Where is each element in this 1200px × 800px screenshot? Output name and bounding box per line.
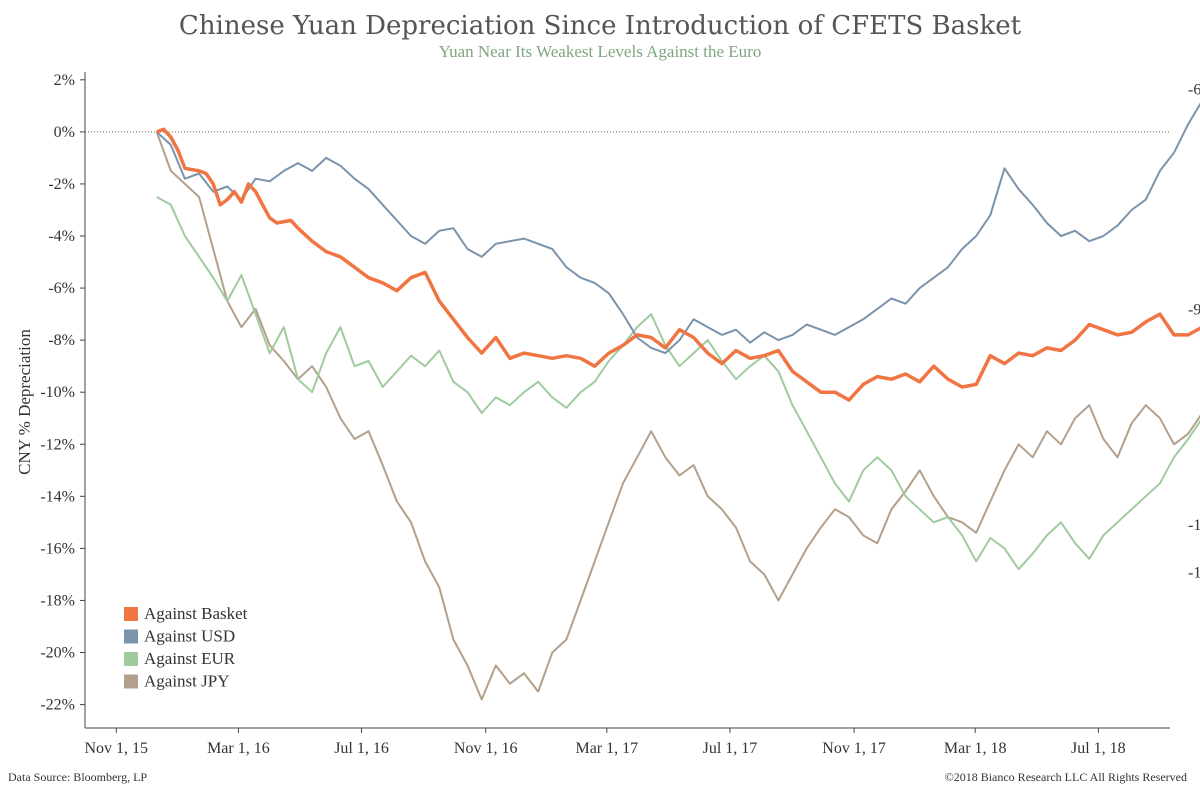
series-line-against-basket — [156, 127, 1200, 402]
x-tick-label: Nov 1, 17 — [822, 740, 886, 757]
legend-swatch — [124, 629, 138, 644]
series-line-against-eur — [156, 196, 1200, 571]
y-tick-label: -2% — [48, 176, 75, 193]
y-tick-label: -18% — [40, 592, 75, 609]
x-tick-label: Jul 1, 18 — [1071, 740, 1126, 757]
y-tick-label: -10% — [40, 384, 75, 401]
y-tick-label: -22% — [40, 697, 75, 714]
data-source-note: Data Source: Bloomberg, LP — [8, 770, 147, 784]
y-tick-label: -14% — [40, 488, 75, 505]
series-line-against-usd — [156, 102, 1200, 355]
legend-label: Against JPY — [144, 672, 229, 691]
x-tick-label: Jul 1, 17 — [703, 740, 758, 757]
series-line-against-jpy — [155, 131, 1200, 701]
x-tick-label: Nov 1, 15 — [85, 740, 149, 757]
y-tick-label: 2% — [54, 72, 75, 89]
end-label-against-jpy: -15.6% — [1188, 517, 1200, 534]
x-tick-label: Mar 1, 17 — [575, 740, 638, 757]
end-label-against-eur: -17.1% — [1188, 564, 1200, 581]
x-tick-label: Jul 1, 16 — [334, 740, 389, 757]
y-tick-label: -6% — [48, 280, 75, 297]
legend-swatch — [124, 607, 138, 621]
chart-title: Chinese Yuan Depreciation Since Introduc… — [179, 11, 1022, 41]
copyright-note: ©2018 Bianco Research LLC All Rights Res… — [945, 770, 1187, 784]
end-label-against-usd: -6.8% — [1188, 82, 1200, 99]
x-tick-label: Mar 1, 18 — [944, 740, 1007, 757]
y-tick-label: -16% — [40, 540, 75, 557]
x-tick-label: Nov 1, 16 — [454, 740, 518, 757]
legend-swatch — [124, 652, 138, 666]
y-tick-label: -8% — [48, 332, 75, 349]
chart-subtitle: Yuan Near Its Weakest Levels Against the… — [439, 42, 762, 61]
y-tick-label: -4% — [48, 228, 75, 245]
legend-label: Against USD — [144, 627, 235, 646]
legend-label: Against Basket — [144, 604, 248, 623]
y-tick-label: 0% — [54, 124, 75, 141]
legend: Against Basket Against USD Against EUR Agai… — [124, 604, 248, 691]
plot-area: 2% 0% -2% -4% -6% -8% -10% -12% -14% -16% -18% -20%… — [40, 72, 1200, 757]
end-label-against-basket: -9.9% — [1188, 301, 1200, 318]
y-tick-label: -20% — [40, 645, 75, 662]
x-tick-label: Mar 1, 16 — [207, 740, 270, 757]
legend-swatch — [124, 674, 138, 689]
legend-label: Against EUR — [144, 649, 236, 668]
y-axis-label: CNY % Depreciation — [15, 329, 34, 475]
y-tick-label: -12% — [40, 436, 75, 453]
